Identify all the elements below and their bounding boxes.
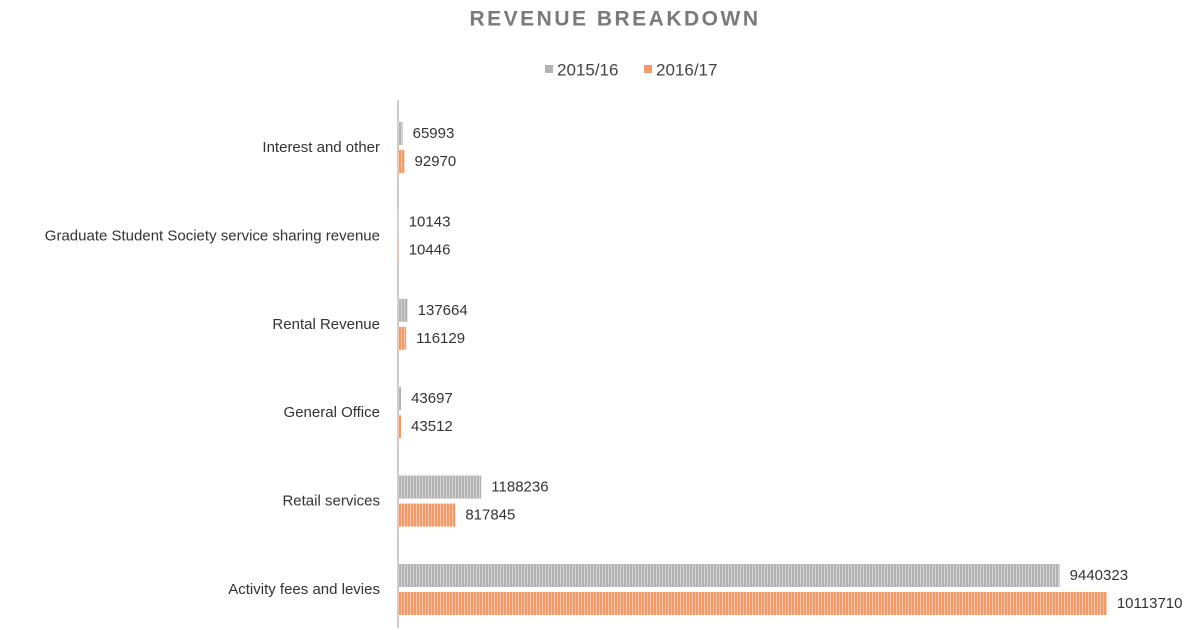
data-label: 10143 [409,213,451,230]
data-label: 43697 [411,390,453,407]
y-tick-label: Activity fees and levies [228,581,380,598]
data-label: 10446 [409,241,451,258]
legend-label: 2016/17 [656,60,717,79]
bar [398,387,402,411]
bar [398,503,456,527]
legend-swatch [545,65,553,73]
y-tick-label: Graduate Student Society service sharing… [45,227,380,244]
bar [398,564,1060,587]
data-label: 1188236 [491,479,548,496]
legend-label: 2015/16 [557,60,618,79]
data-label: 43512 [411,418,453,435]
data-label: 137664 [418,302,468,319]
y-tick-label: General Office [284,404,380,421]
chart-title: REVENUE BREAKDOWN [469,8,760,31]
data-label: 92970 [415,153,457,170]
bar [398,415,402,439]
bar [398,150,405,173]
data-label: 116129 [416,330,465,347]
data-label: 817845 [465,507,515,524]
bar [398,210,399,234]
data-label: 10113710 [1117,595,1183,612]
data-label: 9440323 [1070,567,1128,584]
bar [398,238,399,262]
y-tick-label: Interest and other [262,139,380,156]
bar [398,592,1107,615]
bar [398,326,407,350]
bar [398,475,482,499]
y-tick-label: Retail services [282,493,380,510]
data-label: 65993 [413,125,455,142]
y-tick-label: Rental Revenue [272,316,380,333]
legend-swatch [644,65,652,73]
bar [398,298,408,322]
bar [398,122,403,145]
